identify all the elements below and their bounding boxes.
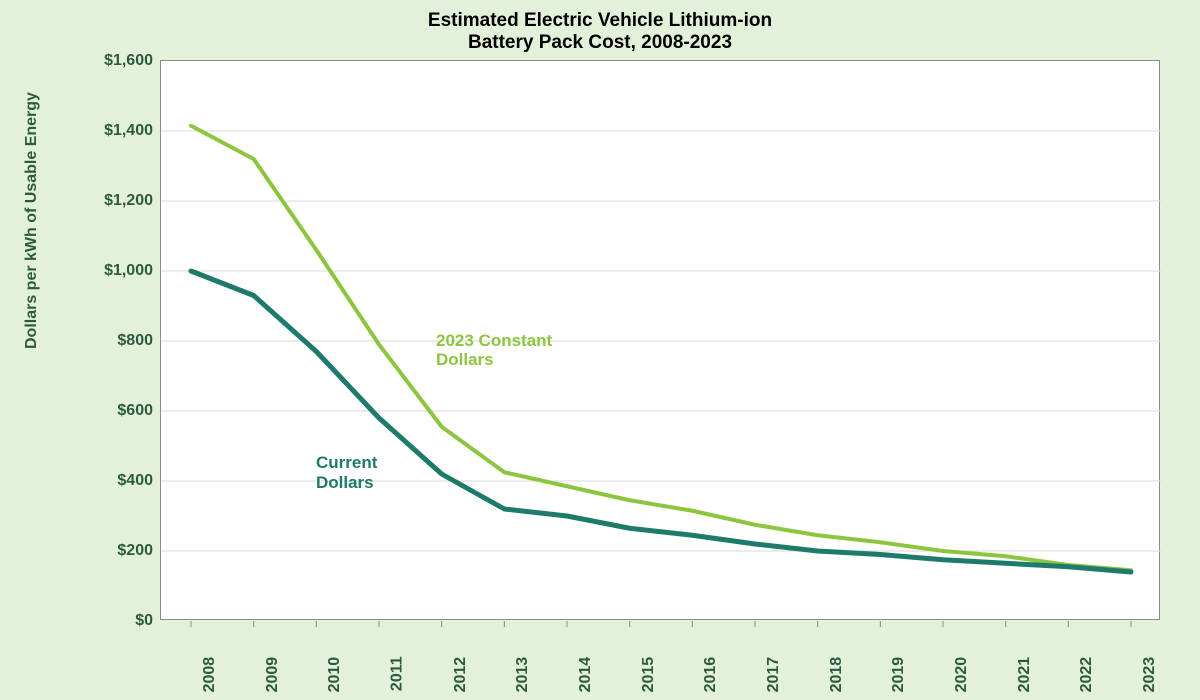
chart-container: Estimated Electric Vehicle Lithium-ion B… xyxy=(0,0,1200,700)
series-label-constant_2023: 2023 Constant Dollars xyxy=(436,331,552,370)
x-tick-label: 2016 xyxy=(700,657,720,693)
y-tick-label: $0 xyxy=(135,612,161,630)
x-tick-label: 2011 xyxy=(386,656,406,691)
y-tick-label: $400 xyxy=(117,472,161,490)
x-tick-label: 2013 xyxy=(512,657,532,693)
chart-svg xyxy=(161,61,1159,619)
y-tick-label: $1,000 xyxy=(104,262,161,280)
x-tick-label: 2010 xyxy=(324,657,344,693)
x-tick-label: 2022 xyxy=(1076,657,1096,693)
x-tick-label: 2021 xyxy=(1013,657,1033,693)
y-tick-label: $1,400 xyxy=(104,122,161,140)
y-tick-label: $1,200 xyxy=(104,192,161,210)
series-line-constant_2023 xyxy=(191,126,1131,571)
x-tick-label: 2020 xyxy=(951,657,971,693)
x-tick-label: 2008 xyxy=(199,657,219,693)
x-tick-label: 2023 xyxy=(1139,657,1159,693)
y-tick-label: $600 xyxy=(117,402,161,420)
x-tick-label: 2014 xyxy=(575,657,595,693)
x-tick-label: 2017 xyxy=(763,657,783,693)
y-tick-label: $800 xyxy=(117,332,161,350)
x-tick-label: 2018 xyxy=(825,657,845,693)
series-label-current: Current Dollars xyxy=(316,453,377,492)
x-tick-label: 2015 xyxy=(637,657,657,693)
x-tick-label: 2019 xyxy=(888,657,908,693)
chart-title: Estimated Electric Vehicle Lithium-ion B… xyxy=(0,10,1200,54)
x-tick-label: 2009 xyxy=(261,657,281,693)
y-tick-label: $1,600 xyxy=(104,52,161,70)
series-line-current xyxy=(191,271,1131,572)
y-tick-label: $200 xyxy=(117,542,161,560)
x-tick-label: 2012 xyxy=(449,657,469,693)
plot-area: $0$200$400$600$800$1,000$1,200$1,400$1,6… xyxy=(160,60,1160,620)
